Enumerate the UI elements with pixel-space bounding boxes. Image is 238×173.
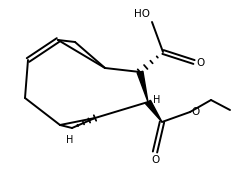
Polygon shape bbox=[146, 100, 162, 122]
Text: HO: HO bbox=[134, 9, 150, 19]
Text: H: H bbox=[153, 95, 160, 105]
Text: O: O bbox=[191, 107, 199, 117]
Polygon shape bbox=[137, 71, 148, 102]
Text: O: O bbox=[151, 155, 159, 165]
Text: O: O bbox=[196, 58, 204, 68]
Text: H: H bbox=[66, 135, 74, 145]
